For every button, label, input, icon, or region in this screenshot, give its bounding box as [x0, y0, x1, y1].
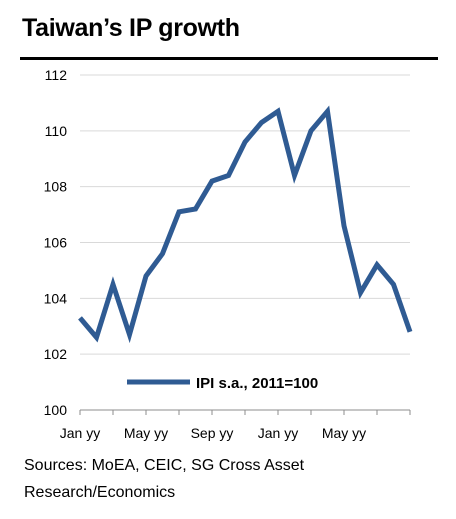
- x-tick-label: May yy: [124, 425, 168, 441]
- x-tick-label: Sep yy: [191, 425, 234, 441]
- y-tick-label: 102: [44, 346, 68, 362]
- source-note: Sources: MoEA, CEIC, SG Cross Asset Rese…: [24, 452, 304, 506]
- chart-title: Taiwan’s IP growth: [22, 14, 240, 42]
- title-rule: [20, 57, 438, 60]
- y-tick-label: 108: [44, 179, 68, 195]
- y-tick-label: 100: [44, 402, 68, 418]
- legend: IPI s.a., 2011=100: [127, 375, 318, 392]
- source-line-1: Sources: MoEA, CEIC, SG Cross Asset: [24, 457, 305, 474]
- x-tick-label: Jan yy: [60, 425, 100, 441]
- gridlines: [80, 74, 410, 355]
- x-tick-label: Jan yy: [258, 425, 298, 441]
- series-layer: [78, 105, 413, 344]
- y-tick-label: 106: [44, 235, 68, 251]
- y-tick-label: 110: [45, 123, 68, 139]
- source-line-2: Research/Economics: [24, 484, 176, 501]
- axes: 100 102 104 106 108 110 112 Jan yy May yy Sep yy J…: [44, 67, 411, 441]
- y-tick-label: 104: [44, 290, 68, 306]
- series-line: [78, 105, 413, 344]
- legend-label: IPI s.a., 2011=100: [196, 375, 318, 392]
- line-chart: 100 102 104 106 108 110 112 Jan yy May yy Sep yy J…: [44, 67, 413, 441]
- y-tick-label: 112: [45, 67, 68, 83]
- x-tick-label: May yy: [322, 425, 366, 441]
